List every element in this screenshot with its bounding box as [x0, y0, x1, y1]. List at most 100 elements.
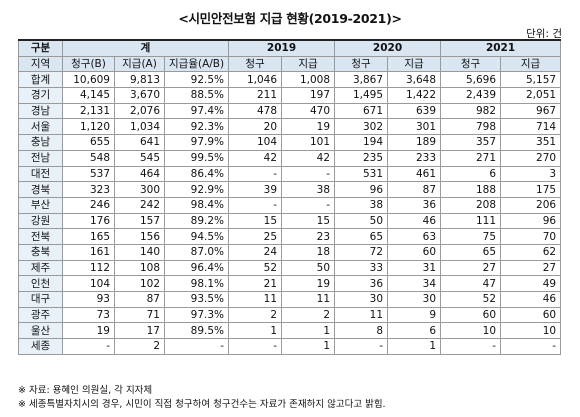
cell-rate: 97.3% — [163, 306, 230, 324]
cell-p20: 461 — [387, 165, 442, 183]
cell-c20: 1,495 — [334, 87, 389, 104]
table-row: 강원 176 157 89.2% 15 15 50 46 111 96 — [18, 212, 562, 230]
cell-pay-a: 156 — [114, 228, 165, 245]
cell-p20: 46 — [387, 212, 442, 230]
cell-c21: 27 — [440, 259, 502, 277]
cell-pay-a: 242 — [114, 196, 165, 214]
region-cell: 대전 — [18, 165, 63, 183]
cell-p19: 1 — [281, 338, 336, 355]
cell-p21: - — [500, 338, 562, 355]
cell-c20: - — [334, 338, 389, 355]
cell-c19: 52 — [228, 259, 283, 277]
footnote-sejong: ※ 세종특별자치시의 경우, 시민이 직접 청구하여 청구건수는 자료가 존재하… — [18, 399, 386, 410]
cell-c21: 208 — [440, 196, 502, 214]
cell-c19: 25 — [228, 228, 283, 245]
cell-p20: 1,422 — [387, 87, 442, 104]
cell-p21: 62 — [500, 243, 562, 261]
cell-rate: 89.5% — [163, 322, 230, 340]
header-claim-2020: 청구 — [334, 55, 389, 73]
cell-p20: 189 — [387, 134, 442, 151]
cell-pay-a: 108 — [114, 259, 165, 277]
cell-p19: 23 — [281, 228, 336, 245]
cell-p19: 19 — [281, 275, 336, 292]
cell-c19: 15 — [228, 212, 283, 230]
cell-p19: - — [281, 165, 336, 183]
cell-claim-b: 323 — [62, 181, 115, 198]
cell-c21: 188 — [440, 181, 502, 198]
cell-pay-a: 300 — [114, 181, 165, 198]
cell-p20: 87 — [387, 181, 442, 198]
cell-p20: 31 — [387, 259, 442, 277]
cell-rate: 97.9% — [163, 134, 230, 151]
cell-claim-b: 161 — [62, 243, 115, 261]
table-body: 합계 10,609 9,813 92.5% 1,046 1,008 3,867 3,648 5,… — [18, 71, 562, 355]
cell-c21: 798 — [440, 118, 502, 136]
cell-p19: 19 — [281, 118, 336, 136]
header-rate: 지급율(A/B) — [163, 55, 230, 73]
cell-pay-a: 464 — [114, 165, 165, 183]
cell-c20: 671 — [334, 102, 389, 120]
page-title: <시민안전보험 지급 현황(2019-2021)> — [178, 11, 402, 26]
cell-rate: 98.4% — [163, 196, 230, 214]
region-cell: 충남 — [18, 134, 63, 151]
cell-p20: 1 — [387, 338, 442, 355]
cell-p21: 351 — [500, 134, 562, 151]
cell-claim-b: - — [62, 338, 115, 355]
cell-p19: 197 — [281, 87, 336, 104]
cell-pay-a: 9,813 — [114, 71, 165, 89]
table-row: 인천 104 102 98.1% 21 19 36 34 47 49 — [18, 275, 562, 292]
table-row: 경북 323 300 92.9% 39 38 96 87 188 175 — [18, 181, 562, 198]
region-cell: 울산 — [18, 322, 63, 340]
cell-rate: 97.4% — [163, 102, 230, 120]
cell-claim-b: 93 — [62, 291, 115, 308]
insurance-payment-table: 구분 계 2019 2020 2021 지역 청구(B) 지급(A) 지급율(A… — [18, 39, 562, 355]
cell-c20: 8 — [334, 322, 389, 340]
cell-c20: 30 — [334, 291, 389, 308]
header-claim-2019: 청구 — [228, 55, 283, 73]
header-group-2019: 2019 — [228, 39, 336, 57]
cell-rate: 86.4% — [163, 165, 230, 183]
cell-p19: 15 — [281, 212, 336, 230]
cell-p20: 34 — [387, 275, 442, 292]
cell-p20: 9 — [387, 306, 442, 324]
cell-rate: 92.3% — [163, 118, 230, 136]
table-row: 제주 112 108 96.4% 52 50 33 31 27 27 — [18, 259, 562, 277]
cell-c21: 75 — [440, 228, 502, 245]
header-group-2021: 2021 — [440, 39, 562, 57]
cell-c21: 10 — [440, 322, 502, 340]
table-row: 경기 4,145 3,670 88.5% 211 197 1,495 1,422 2,439 2,… — [18, 87, 562, 104]
region-cell: 전북 — [18, 228, 63, 245]
cell-pay-a: 140 — [114, 243, 165, 261]
cell-claim-b: 10,609 — [62, 71, 115, 89]
cell-p19: 50 — [281, 259, 336, 277]
cell-pay-a: 641 — [114, 134, 165, 151]
region-cell: 충북 — [18, 243, 63, 261]
cell-pay-a: 2 — [114, 338, 165, 355]
cell-c21: - — [440, 338, 502, 355]
cell-p19: - — [281, 196, 336, 214]
cell-p21: 49 — [500, 275, 562, 292]
header-row-sub: 지역 청구(B) 지급(A) 지급율(A/B) 청구 지급 청구 지급 청구 지… — [18, 55, 562, 73]
cell-c21: 47 — [440, 275, 502, 292]
cell-p21: 70 — [500, 228, 562, 245]
cell-c21: 111 — [440, 212, 502, 230]
table-row: 부산 246 242 98.4% - -38 36 208 206 — [18, 196, 562, 214]
cell-pay-a: 3,670 — [114, 87, 165, 104]
cell-pay-a: 2,076 — [114, 102, 165, 120]
cell-c20: 36 — [334, 275, 389, 292]
table-row: 대전 537 464 86.4% - -531 461 6 3 — [18, 165, 562, 183]
cell-c19: - — [228, 165, 283, 183]
region-cell: 인천 — [18, 275, 63, 292]
region-cell: 전남 — [18, 149, 63, 167]
cell-c19: 478 — [228, 102, 283, 120]
cell-rate: - — [163, 338, 230, 355]
cell-claim-b: 112 — [62, 259, 115, 277]
cell-p20: 63 — [387, 228, 442, 245]
cell-p21: 60 — [500, 306, 562, 324]
region-cell: 대구 — [18, 291, 63, 308]
region-cell: 제주 — [18, 259, 63, 277]
header-group-2020: 2020 — [334, 39, 442, 57]
cell-p21: 2,051 — [500, 87, 562, 104]
cell-c19: 211 — [228, 87, 283, 104]
